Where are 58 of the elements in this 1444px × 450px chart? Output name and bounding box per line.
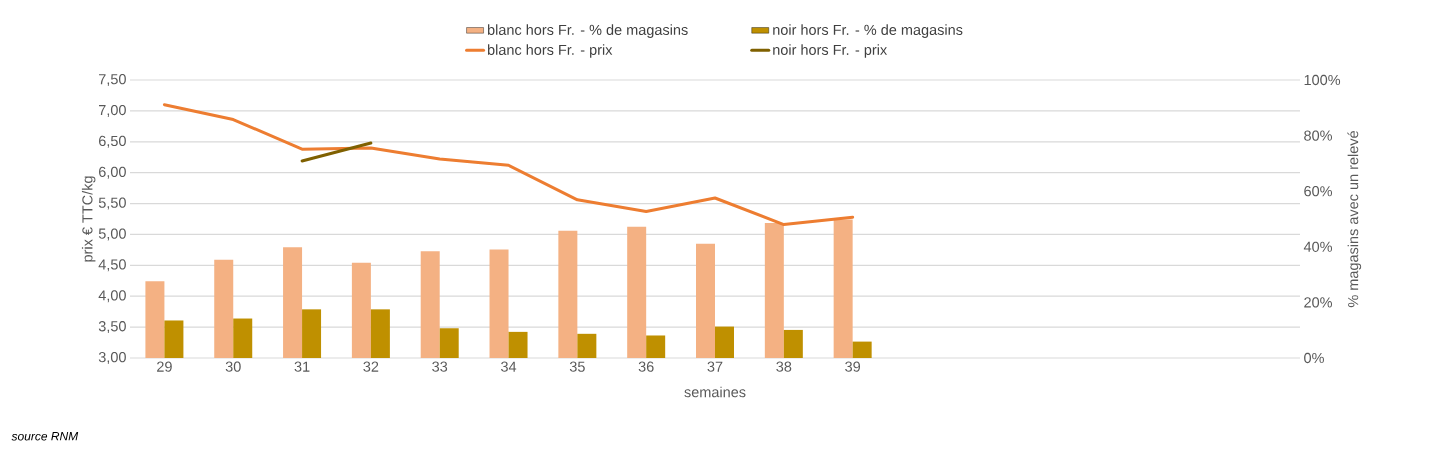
y-tick-label: 5,00: [98, 228, 126, 241]
y-tick-label: 4,50: [98, 259, 126, 272]
x-tick-label: 33: [432, 361, 448, 372]
y2-tick-label: 0%: [1304, 352, 1324, 364]
x-tick-label: 35: [569, 361, 585, 372]
source-note: source RNM: [11, 432, 79, 441]
y-tick-label: 7,00: [99, 104, 126, 117]
legend-label: blanc hors Fr. - prix: [487, 44, 613, 58]
bar: [351, 262, 371, 358]
y2-tick-label: 60%: [1304, 186, 1333, 197]
legend-label: noir hors Fr. - prix: [773, 44, 888, 58]
y2-axis-title: % magasins avec un relevé: [1347, 131, 1362, 308]
x-axis-title: semaines: [684, 386, 746, 398]
y-tick-label: 6,00: [98, 166, 126, 179]
bar: [164, 320, 184, 358]
y-tick-label: 4,00: [98, 290, 126, 303]
legend-label: blanc hors Fr. - % de magasins: [487, 24, 688, 38]
y-tick-label: 5,50: [98, 197, 126, 210]
bar: [370, 309, 390, 358]
bar: [833, 219, 853, 358]
y2-tick-label: 80%: [1304, 130, 1333, 141]
bar: [214, 259, 234, 358]
bar: [558, 230, 578, 358]
bar: [764, 222, 784, 358]
bar: [783, 329, 803, 358]
y2-tick-label: 100%: [1304, 74, 1341, 86]
x-tick-label: 30: [225, 361, 241, 372]
bar: [302, 309, 322, 358]
bar: [283, 247, 303, 358]
x-tick-label: 32: [363, 361, 379, 372]
y2-tick-label: 40%: [1303, 241, 1333, 252]
x-tick-label: 31: [294, 361, 310, 372]
x-tick-label: 34: [501, 361, 517, 372]
bar: [627, 226, 647, 358]
x-tick-label: 38: [776, 361, 792, 372]
y-tick-label: 3,00: [98, 352, 126, 364]
legend-label: noir hors Fr. - % de magasins: [773, 24, 963, 38]
x-tick-label: 37: [707, 361, 723, 372]
bar: [508, 331, 528, 358]
bar: [715, 326, 734, 358]
y-tick-label: 3,50: [98, 321, 126, 334]
y-axis-title: prix € TTC/kg: [81, 176, 96, 262]
x-tick-label: 29: [157, 361, 172, 372]
line-series: [162, 103, 855, 227]
bar: [233, 318, 253, 358]
bar: [439, 328, 459, 358]
x-tick-label: 36: [638, 361, 654, 372]
bar: [646, 335, 666, 358]
bar: [852, 341, 872, 358]
x-tick-label: 39: [845, 361, 861, 372]
bar: [489, 249, 509, 358]
bar: [577, 333, 597, 358]
y2-tick-label: 20%: [1304, 297, 1333, 308]
bar: [696, 243, 715, 358]
bar: [145, 281, 165, 358]
y-tick-label: 7,50: [99, 74, 126, 86]
bar: [420, 251, 440, 358]
y-tick-label: 6,50: [98, 135, 126, 148]
